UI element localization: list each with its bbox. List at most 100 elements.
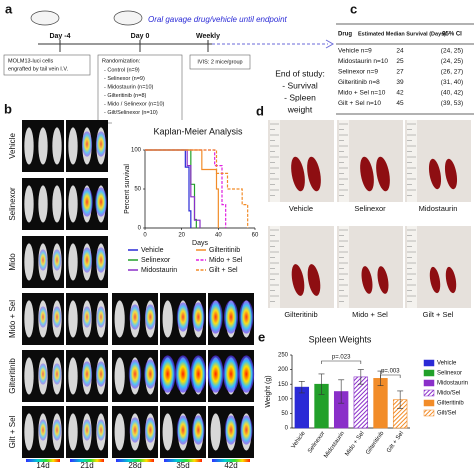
- spleen: [360, 156, 374, 192]
- end-text: - Survival: [282, 80, 318, 90]
- legend-swatch: [423, 399, 435, 407]
- mouse-icon: [113, 10, 143, 26]
- legend-label: Midostaurin: [437, 381, 468, 387]
- annotation: p=.023: [332, 355, 351, 361]
- signal: [192, 415, 205, 445]
- col-label: 21d: [80, 461, 93, 470]
- mouse: [52, 127, 62, 165]
- td: 45: [396, 100, 404, 107]
- col-label: 14d: [36, 461, 49, 470]
- error-bar: [298, 380, 305, 394]
- signal: [223, 300, 239, 334]
- signal: [223, 355, 239, 393]
- signal: [192, 302, 205, 332]
- legend-label: Selinexor: [437, 371, 462, 377]
- signal: [207, 355, 224, 393]
- signal: [240, 415, 253, 445]
- col-label: 28d: [128, 461, 141, 470]
- signal: [81, 361, 93, 387]
- legend-label: Gilteritinib: [209, 247, 240, 254]
- mouse: [24, 127, 34, 165]
- signal: [82, 306, 92, 328]
- x-tick-label: Gilt + Sel: [386, 431, 405, 455]
- signal: [144, 304, 156, 330]
- signal: [81, 187, 93, 217]
- gavage: Oral gavage drug/vehicle until endpoint: [148, 15, 288, 24]
- td: Mido + Sel n=10: [338, 90, 386, 97]
- legend-label: Selinexor: [141, 257, 171, 264]
- box-text: MOLM13-luci cells: [8, 58, 53, 64]
- y-label: Weight (g): [265, 375, 272, 407]
- spleen: [291, 156, 305, 192]
- panel-label: c: [350, 1, 357, 16]
- arrow: [325, 39, 335, 49]
- spleen: [376, 156, 390, 192]
- signal: [128, 359, 142, 389]
- bracket: [380, 374, 401, 378]
- mouse: [68, 357, 78, 395]
- y-tick-label: 200: [278, 367, 289, 373]
- survival-curve: [145, 149, 201, 228]
- signal: [175, 355, 191, 393]
- spleen: [428, 158, 442, 190]
- signal: [144, 359, 157, 389]
- th: 95% CI: [442, 32, 462, 38]
- signal: [81, 247, 93, 273]
- signal: [144, 417, 156, 443]
- legend-label: Midostaurin: [141, 267, 177, 274]
- spleen: [307, 156, 321, 192]
- panel-label: e: [258, 329, 265, 344]
- x-tick-label: 40: [215, 233, 222, 239]
- mouse: [162, 413, 173, 451]
- signal: [38, 419, 48, 441]
- legend-label: Vehicle: [141, 247, 164, 254]
- td: Midostaurin n=10: [338, 58, 388, 65]
- mouse: [68, 413, 78, 451]
- signal: [95, 247, 107, 273]
- signal: [96, 419, 106, 441]
- panel-label: d: [256, 103, 264, 118]
- mouse: [24, 357, 34, 395]
- spleen: [291, 264, 305, 296]
- th: Estimated Median Survival (Days): [358, 31, 446, 37]
- legend-label: Gilt/Sel: [437, 411, 456, 417]
- mouse: [24, 413, 34, 451]
- legend-swatch: [423, 409, 435, 417]
- signal: [159, 355, 176, 393]
- spleen: [307, 264, 321, 296]
- survival-curve: [145, 149, 249, 228]
- y-tick-label: 100: [131, 148, 142, 154]
- legend-swatch: [423, 389, 435, 397]
- ruler: [407, 120, 417, 202]
- y-tick-label: 150: [278, 382, 289, 388]
- x-tick-label: 0: [143, 233, 147, 239]
- mouse: [68, 300, 78, 338]
- y-tick-label: 50: [134, 187, 141, 193]
- ruler: [270, 120, 280, 202]
- row-label: Gilt + Sel: [8, 415, 17, 448]
- spleen: [429, 266, 441, 294]
- signal: [208, 300, 223, 334]
- day: Day 0: [131, 33, 150, 40]
- signal: [38, 249, 48, 271]
- signal: [52, 306, 62, 328]
- color-bar: [26, 459, 60, 462]
- signal: [238, 355, 255, 393]
- box-text: - Selinexor (n=9): [104, 76, 145, 82]
- box-text: - Control (n=9): [104, 67, 140, 73]
- mouse: [38, 185, 48, 223]
- y-tick-label: 250: [278, 353, 289, 359]
- photo-label: Gilteritinib: [284, 310, 317, 319]
- signal: [95, 361, 107, 387]
- signal: [176, 302, 190, 332]
- signal: [176, 415, 190, 445]
- signal: [129, 417, 141, 443]
- legend-label: Mido/Sel: [437, 391, 460, 397]
- color-bar: [116, 459, 154, 462]
- mouse: [68, 127, 78, 165]
- mouse: [24, 243, 34, 281]
- td: Gilteritinib n=8: [338, 79, 380, 86]
- day: Weekly: [196, 33, 220, 40]
- y-tick-label: 0: [138, 226, 142, 232]
